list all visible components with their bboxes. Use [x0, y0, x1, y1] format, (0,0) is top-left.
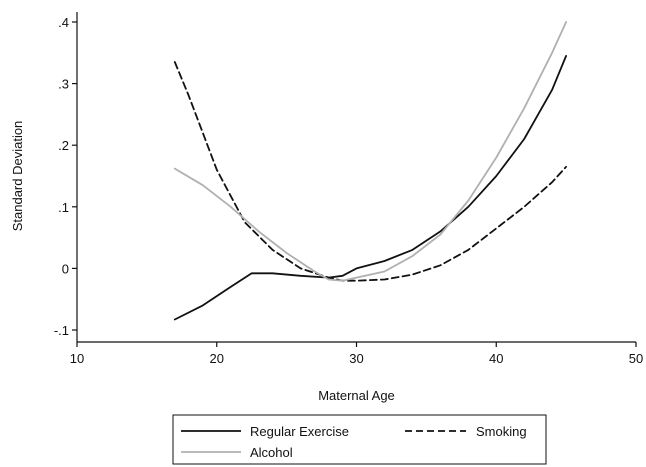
- legend: Regular Exercise Smoking Alcohol: [172, 414, 547, 465]
- y-axis-ticks: -.1 0 .1 .2 .3 .4: [54, 15, 77, 338]
- series-lines: [173, 21, 567, 321]
- x-tick-label: 10: [70, 351, 84, 366]
- y-tick-label: -.1: [54, 323, 69, 338]
- x-tick-label: 30: [349, 351, 363, 366]
- series-line-smoking: [173, 61, 567, 282]
- legend-box: [172, 414, 547, 465]
- legend-label-smoking: Smoking: [476, 424, 527, 439]
- x-axis-ticks: 10 20 30 40 50: [70, 342, 643, 366]
- series-line-regular-exercise: [173, 55, 567, 321]
- legend-label-alcohol: Alcohol: [250, 445, 293, 460]
- y-tick-label: 0: [62, 261, 69, 276]
- x-tick-label: 40: [489, 351, 503, 366]
- y-tick-label: .4: [58, 15, 69, 30]
- x-tick-label: 50: [629, 351, 643, 366]
- y-tick-label: .1: [58, 200, 69, 215]
- y-tick-label: .2: [58, 138, 69, 153]
- x-tick-label: 20: [210, 351, 224, 366]
- y-axis-label: Standard Deviation: [10, 121, 25, 232]
- series-line-alcohol: [173, 21, 567, 282]
- y-tick-label: .3: [58, 77, 69, 92]
- x-axis-label: Maternal Age: [318, 388, 395, 403]
- legend-label-regular-exercise: Regular Exercise: [250, 424, 349, 439]
